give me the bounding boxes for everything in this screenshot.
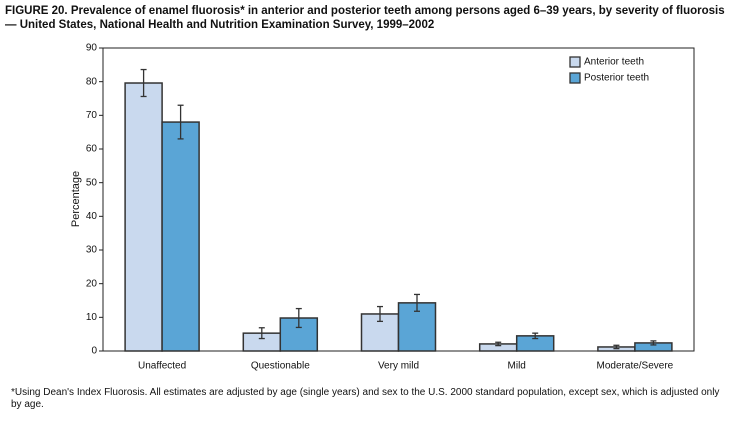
footnote: *Using Dean's Index Fluorosis. All estim… — [11, 387, 720, 410]
y-tick-label: 0 — [91, 346, 97, 357]
legend-label: Anterior teeth — [584, 57, 644, 68]
bar — [161, 121, 200, 352]
error-bar — [495, 341, 502, 347]
bar — [124, 82, 163, 352]
y-tick-label: 10 — [86, 312, 98, 323]
y-axis-label: Percentage — [70, 171, 82, 227]
legend-swatch — [569, 56, 581, 68]
y-tick-label: 30 — [86, 245, 98, 256]
error-bar — [177, 104, 184, 140]
error-bar — [295, 307, 302, 329]
error-bar — [650, 340, 657, 346]
y-tick-label: 60 — [86, 144, 98, 155]
y-tick-label: 80 — [86, 76, 98, 87]
legend-swatch — [569, 72, 581, 84]
error-bar — [140, 68, 147, 98]
x-tick-label: Questionable — [251, 361, 310, 372]
error-bar — [532, 332, 539, 340]
y-tick-label: 50 — [86, 177, 98, 188]
x-tick-label: Moderate/Severe — [597, 361, 674, 372]
x-tick-label: Mild — [508, 361, 526, 372]
x-tick-label: Very mild — [378, 361, 419, 372]
y-tick-label: 40 — [86, 211, 98, 222]
error-bar — [613, 344, 620, 350]
x-tick-label: Unaffected — [138, 361, 186, 372]
error-bar — [377, 305, 383, 323]
y-tick-label: 90 — [86, 43, 98, 54]
error-bar — [258, 327, 265, 340]
chart: Percentage 0 10 20 30 40 50 60 70 80 90 Unaffected… — [70, 43, 695, 372]
legend-label: Posterior teeth — [584, 73, 649, 84]
error-bar — [414, 293, 420, 312]
chart-title: FIGURE 20. Prevalence of enamel fluorosi… — [5, 5, 725, 31]
y-tick-label: 70 — [86, 110, 98, 121]
y-tick-label: 20 — [86, 278, 98, 289]
